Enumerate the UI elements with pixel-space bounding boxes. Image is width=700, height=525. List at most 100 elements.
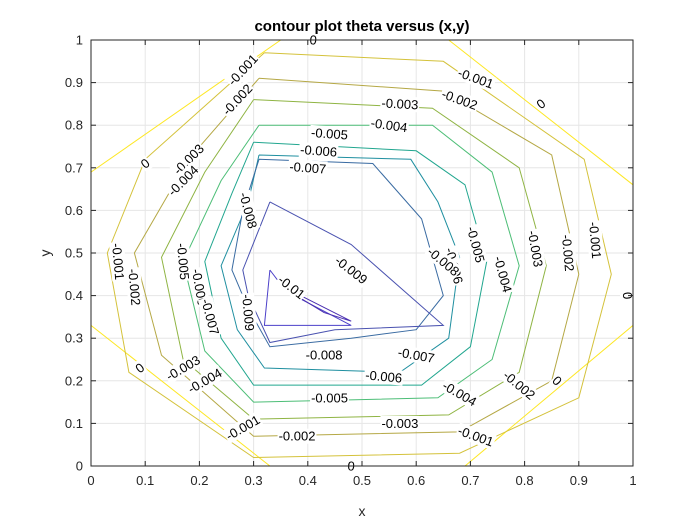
y-tick-label: 1: [76, 33, 83, 48]
contour-label-bg: [304, 347, 344, 363]
contour-label: -0.009: [239, 292, 258, 333]
contour-label-text: -0.006: [365, 367, 403, 385]
contour-line: [204, 141, 488, 386]
contour-label-text: -0.007: [289, 159, 327, 177]
contour-label-bg: [454, 422, 497, 450]
contour-label: -0.007: [395, 344, 437, 366]
contour-label-bg: [548, 372, 566, 390]
contour-label-text: -0.005: [174, 242, 192, 280]
contour-label-text: -0.006: [300, 142, 338, 160]
contour-label: -0.007: [287, 158, 328, 177]
contour-label-bg: [169, 140, 208, 179]
contour-label-bg: [222, 411, 264, 444]
x-tick-label: 0.4: [299, 473, 317, 488]
contour-label-text: -0.002: [559, 234, 577, 272]
x-tick-label: 0: [87, 473, 94, 488]
contour-label-bg: [439, 377, 481, 410]
contour-label-bg: [558, 232, 578, 274]
contour-label-bg: [277, 428, 317, 444]
contour-label-bg: [188, 266, 211, 308]
x-tick-label: 0.5: [353, 473, 371, 488]
contour-label: -0.004: [368, 115, 410, 136]
contour-label-bg: [125, 267, 144, 308]
contour-label-bg: [499, 366, 539, 404]
x-tick-label: 0.1: [136, 473, 154, 488]
contour-label: -0.003: [380, 95, 420, 113]
contour-label-text: -0.006: [189, 268, 210, 307]
contour-label-bg: [162, 351, 204, 385]
y-tick-label: 0.5: [65, 246, 83, 261]
contour-line: [182, 124, 520, 403]
x-tick-label: 0.3: [245, 473, 263, 488]
contour-label-bg: [532, 95, 550, 113]
contour-label-text: -0.009: [239, 294, 257, 332]
contour-label-bg: [463, 223, 489, 266]
contour-label-text: -0.004: [370, 115, 409, 135]
contour-label-text: -0.002: [279, 429, 316, 444]
contour-label-bg: [395, 344, 437, 366]
contour-label-text: -0.007: [397, 345, 436, 366]
contour-line: [242, 201, 445, 344]
contour-label-bg: [380, 95, 420, 113]
contour-label-bg: [108, 241, 128, 282]
contour-label: 0: [619, 290, 636, 301]
x-axis-label: x: [359, 503, 366, 519]
y-tick-label: 0.4: [65, 288, 83, 303]
x-tick-label: 1: [629, 473, 636, 488]
contour-line: [106, 52, 612, 459]
tick-labels: 0 0.1 0.2 0.3 0.4 0.5 0.6 0.7 0.8 0.9 1 0 0.1 0.2 0.3 0…: [65, 33, 637, 489]
contour-label: -0.006: [188, 266, 211, 308]
contour-label-bg: [309, 124, 350, 143]
chart-title: contour plot theta versus (x,y): [254, 18, 469, 35]
contour-label: -0.003: [380, 415, 420, 431]
x-tick-label: 0.9: [570, 473, 588, 488]
contour-label-text: -0.005: [311, 125, 349, 143]
contour-label-bg: [423, 243, 464, 280]
contour-label-bg: [490, 253, 516, 296]
contour-line: [231, 158, 444, 348]
contour-label-bg: [454, 64, 497, 92]
contour-label-bg: [218, 80, 257, 119]
y-tick-label: 0.6: [65, 203, 83, 218]
contour-label: -0.005: [309, 124, 350, 143]
contour-label-text: -0.003: [381, 95, 419, 112]
contour-lines: [90, 39, 634, 467]
contour-label-bg: [136, 154, 154, 173]
contour-label-text: 0: [620, 291, 636, 300]
contour-label: -0.006: [298, 141, 339, 160]
contour-label-text: -0.001: [586, 221, 604, 259]
contour-label-bg: [197, 296, 223, 338]
contour-label: -0.005: [310, 390, 349, 406]
contour-label: -0.008: [304, 347, 344, 363]
y-tick-label: 0.1: [65, 416, 83, 431]
contour-label-bg: [173, 241, 193, 282]
contour-label: -0.001: [585, 220, 605, 261]
x-tick-label: 0.2: [190, 473, 208, 488]
contour-label-text: -0.008: [306, 348, 343, 363]
contour-label-bg: [363, 367, 404, 386]
contour-label: -0.001: [108, 241, 128, 282]
contour-label: -0.002: [558, 232, 578, 274]
contour-label-bg: [331, 252, 372, 288]
y-tick-label: 0.3: [65, 331, 83, 346]
y-tick-label: 0: [76, 459, 83, 474]
x-tick-label: 0.6: [407, 473, 425, 488]
contour-label-text: -0.002: [125, 268, 143, 306]
contour-line: [160, 99, 547, 420]
contour-label-bg: [298, 141, 339, 160]
contour-label-bg: [224, 50, 262, 90]
contour-label-text: -0.001: [109, 242, 127, 280]
contour-label-text: -0.003: [525, 229, 546, 268]
contour-label: -0.003: [524, 228, 547, 270]
y-tick-label: 0.2: [65, 373, 83, 388]
contour-label-bg: [380, 415, 420, 431]
y-tick-label: 0.7: [65, 160, 83, 175]
contour-label-bg: [164, 161, 203, 200]
y-tick-label: 0.8: [65, 118, 83, 133]
contour-label: -0.006: [363, 367, 404, 386]
contour-label-bg: [310, 390, 349, 406]
contour-label-bg: [235, 189, 261, 232]
contour-label-bg: [368, 115, 410, 136]
